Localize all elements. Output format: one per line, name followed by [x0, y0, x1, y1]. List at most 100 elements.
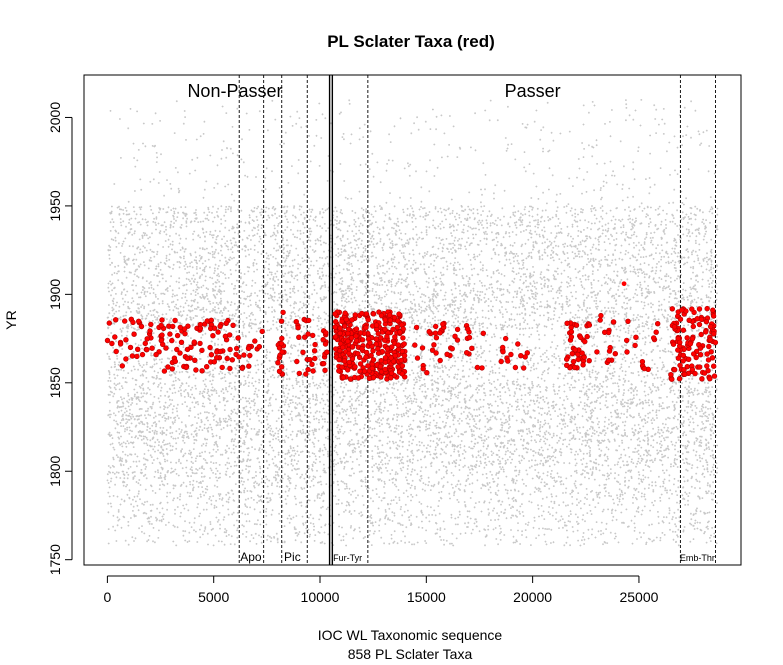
- highlight-point: [279, 335, 285, 342]
- highlight-point: [229, 357, 236, 363]
- highlight-point: [183, 364, 189, 370]
- highlight-point: [711, 331, 717, 337]
- highlight-point: [464, 350, 470, 356]
- highlight-point: [223, 320, 229, 326]
- highlight-point: [377, 363, 384, 370]
- highlight-point: [106, 320, 113, 326]
- highlight-point: [413, 324, 420, 331]
- highlight-point: [300, 349, 306, 355]
- highlight-point: [437, 357, 443, 364]
- highlight-point: [346, 359, 352, 366]
- x-tick-label: 5000: [198, 589, 229, 605]
- highlight-point: [515, 341, 521, 347]
- highlight-point: [182, 331, 188, 337]
- highlight-point: [241, 352, 247, 358]
- highlight-point: [294, 358, 300, 365]
- highlight-point: [342, 310, 348, 316]
- highlight-point: [121, 318, 128, 324]
- highlight-point: [369, 365, 375, 371]
- highlight-point: [211, 325, 218, 331]
- highlight-point: [177, 350, 183, 356]
- highlight-point: [382, 366, 388, 373]
- highlight-point: [365, 363, 371, 369]
- highlight-point: [312, 341, 318, 348]
- highlight-point: [342, 323, 348, 329]
- highlight-point: [361, 368, 368, 374]
- highlight-point: [363, 324, 369, 331]
- highlight-point: [712, 339, 719, 346]
- highlight-point: [159, 332, 165, 338]
- highlight-point: [697, 345, 704, 351]
- highlight-point: [505, 358, 511, 364]
- highlight-point: [707, 376, 713, 382]
- highlight-point: [247, 352, 253, 359]
- highlight-point: [204, 364, 210, 370]
- highlight-point: [704, 351, 710, 357]
- highlight-point: [686, 317, 692, 323]
- highlight-point: [621, 281, 627, 287]
- highlight-point: [710, 363, 717, 369]
- highlight-point: [359, 346, 365, 352]
- highlight-point: [466, 334, 473, 341]
- highlight-point: [172, 317, 178, 324]
- highlight-point: [109, 340, 115, 347]
- x-tick-label: 0: [103, 589, 111, 605]
- highlight-point: [606, 348, 613, 354]
- highlight-point: [163, 345, 169, 351]
- highlight-point: [679, 307, 685, 313]
- highlight-point: [452, 333, 458, 339]
- highlight-point: [586, 358, 592, 364]
- highlight-point: [440, 321, 446, 327]
- highlight-point: [708, 349, 714, 355]
- highlight-point: [144, 346, 150, 353]
- highlight-point: [129, 353, 136, 359]
- highlight-point: [429, 347, 436, 353]
- highlight-point: [653, 329, 659, 335]
- highlight-point: [498, 358, 504, 365]
- x-tick-label: 15000: [407, 589, 446, 605]
- highlight-point: [345, 338, 351, 345]
- highlight-point: [669, 306, 675, 312]
- highlight-point: [395, 318, 401, 324]
- highlight-point: [601, 329, 608, 335]
- highlight-point: [650, 335, 657, 341]
- highlight-point: [197, 325, 204, 332]
- highlight-point: [279, 349, 285, 355]
- highlight-point: [199, 368, 205, 374]
- highlight-point: [332, 324, 338, 330]
- highlight-point: [130, 319, 136, 326]
- highlight-point: [337, 325, 343, 332]
- highlight-point: [280, 309, 286, 316]
- highlight-point: [259, 328, 265, 335]
- highlight-point: [349, 344, 356, 350]
- x-axis: 0 5000 10000 15000 20000 25000: [103, 575, 659, 605]
- highlight-point: [375, 330, 381, 337]
- highlight-point: [675, 355, 682, 361]
- region-label: Non-Passer: [187, 81, 282, 101]
- highlight-point: [227, 365, 233, 372]
- highlight-point: [571, 364, 578, 371]
- group-label: Apo: [240, 550, 262, 564]
- highlight-point: [193, 367, 199, 373]
- highlight-point: [696, 306, 703, 312]
- highlight-point: [370, 311, 377, 317]
- highlight-point: [689, 336, 696, 342]
- highlight-point: [570, 358, 577, 365]
- highlight-point: [707, 337, 713, 343]
- highlight-point: [239, 365, 245, 371]
- highlight-point: [135, 346, 141, 352]
- highlight-point: [197, 340, 203, 347]
- highlight-point: [149, 345, 155, 351]
- highlight-point: [310, 332, 316, 339]
- highlight-point: [348, 335, 355, 341]
- highlight-point: [296, 370, 302, 377]
- highlight-point: [172, 358, 179, 365]
- highlight-point: [375, 346, 381, 352]
- highlight-point: [572, 347, 578, 353]
- y-tick-label: 1900: [47, 279, 63, 310]
- highlight-point: [112, 317, 119, 323]
- highlight-point: [363, 311, 369, 317]
- highlight-point: [345, 367, 351, 373]
- highlight-point: [378, 312, 385, 319]
- highlight-point: [512, 364, 519, 371]
